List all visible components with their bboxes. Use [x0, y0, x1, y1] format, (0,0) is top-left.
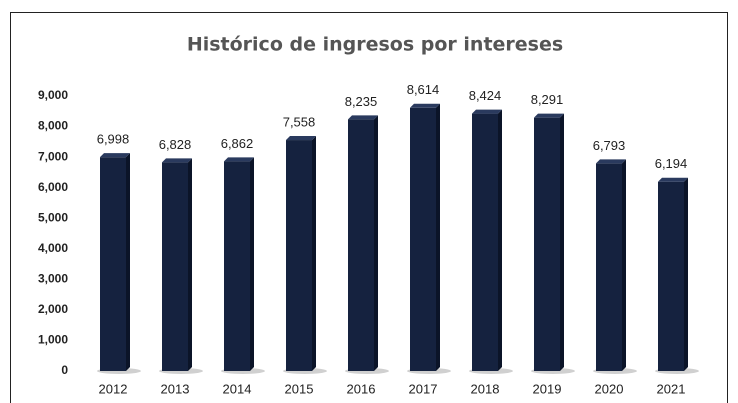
- data-label: 8,424: [469, 88, 502, 103]
- bar: [472, 113, 498, 371]
- y-tick-label: 0: [61, 363, 68, 377]
- bar: [534, 117, 560, 372]
- bar-top: [596, 159, 626, 164]
- bar: [596, 163, 622, 371]
- bar-side: [436, 103, 440, 372]
- y-tick-label: 3,000: [38, 272, 68, 286]
- data-label: 6,194: [655, 156, 688, 171]
- bar: [348, 119, 374, 371]
- bar-side: [622, 159, 626, 371]
- bar-top: [348, 115, 378, 120]
- bar-side: [312, 136, 316, 371]
- bar-top: [410, 103, 440, 108]
- bar: [658, 181, 684, 371]
- y-tick-label: 5,000: [38, 210, 68, 224]
- data-label: 6,793: [593, 138, 626, 153]
- bar-top: [100, 153, 130, 158]
- bar: [224, 161, 250, 371]
- x-tick-label: 2014: [223, 381, 252, 396]
- data-label: 8,235: [345, 94, 378, 109]
- x-tick-label: 2017: [409, 381, 438, 396]
- bar-top: [224, 157, 254, 162]
- bar: [162, 162, 188, 371]
- bar-top: [162, 158, 192, 163]
- data-label: 6,828: [159, 137, 192, 152]
- y-tick-label: 9,000: [38, 88, 68, 102]
- x-tick-label: 2020: [595, 381, 624, 396]
- x-tick-label: 2016: [347, 381, 376, 396]
- data-label: 6,862: [221, 136, 254, 151]
- bar-side: [250, 157, 254, 371]
- y-tick-label: 6,000: [38, 180, 68, 194]
- bar-top: [534, 113, 564, 118]
- y-tick-label: 1,000: [38, 333, 68, 347]
- y-tick-label: 4,000: [38, 241, 68, 255]
- data-label: 8,614: [407, 82, 440, 97]
- x-tick-label: 2012: [99, 381, 128, 396]
- bar: [286, 140, 312, 371]
- bar-side: [188, 158, 192, 371]
- bar-top: [472, 109, 502, 114]
- x-tick-label: 2019: [533, 381, 562, 396]
- bar-side: [498, 109, 502, 371]
- bar: [410, 107, 436, 372]
- bar-top: [286, 136, 316, 141]
- x-tick-label: 2018: [471, 381, 500, 396]
- x-tick-label: 2013: [161, 381, 190, 396]
- bar-side: [560, 113, 564, 372]
- data-label: 6,998: [97, 132, 130, 147]
- bar: [100, 157, 126, 371]
- bar-side: [374, 115, 378, 371]
- chart-title: Histórico de ingresos por intereses: [187, 34, 563, 56]
- y-tick-label: 2,000: [38, 302, 68, 316]
- y-tick-label: 8,000: [38, 119, 68, 133]
- bar-side: [126, 153, 130, 371]
- bar-top: [658, 177, 688, 182]
- x-tick-label: 2015: [285, 381, 314, 396]
- y-tick-label: 7,000: [38, 149, 68, 163]
- bar-side: [684, 177, 688, 371]
- data-label: 7,558: [283, 114, 316, 129]
- x-tick-label: 2021: [657, 381, 686, 396]
- data-label: 8,291: [531, 92, 564, 107]
